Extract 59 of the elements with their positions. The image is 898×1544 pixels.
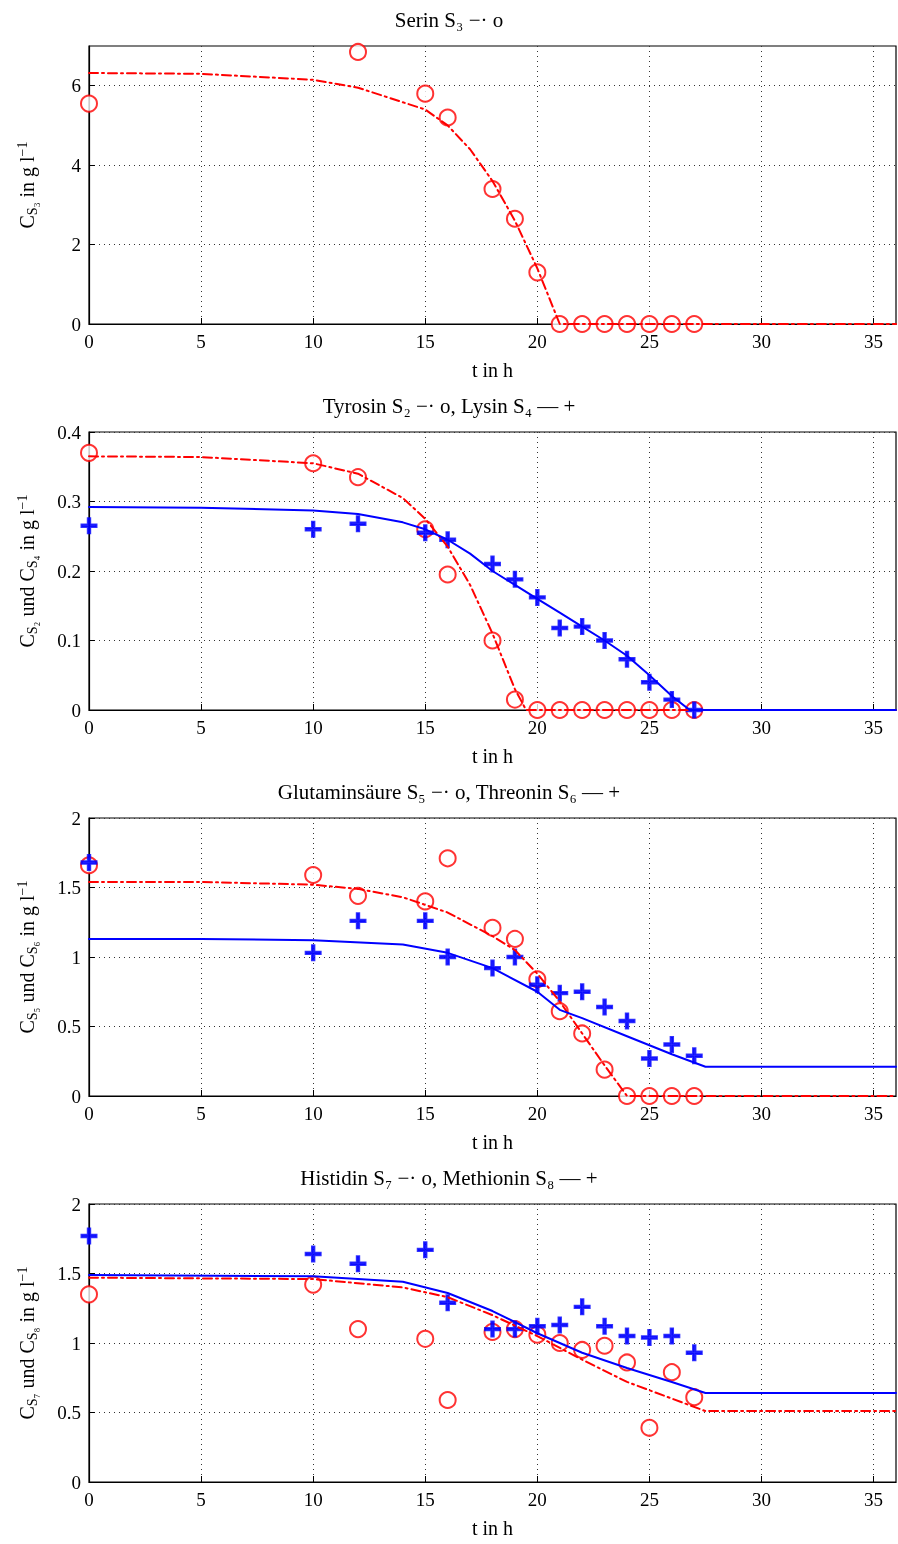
x-tick-label: 35	[864, 331, 884, 352]
y-tick-label: 0.3	[57, 491, 81, 512]
x-tick-label: 15	[415, 331, 435, 352]
y-tick-label: 0.5	[57, 1016, 81, 1037]
y-axis-title: CS₇ und CS₈ in g l−1	[14, 1266, 40, 1420]
x-tick-label: 35	[864, 1489, 884, 1510]
x-tick-label: 15	[415, 1489, 435, 1510]
y-tick-label: 0.2	[57, 560, 81, 582]
y-tick-label: 0	[71, 1471, 81, 1493]
x-tick-label: 35	[864, 717, 884, 738]
chart-title: Histidin S₇ −· o, Methionin S₈ — +	[300, 1165, 598, 1190]
x-tick-label: 25	[639, 1489, 659, 1510]
y-axis-title: CS₂ und CS₄ in g l−1	[14, 494, 40, 648]
y-tick-label: 0.5	[57, 1402, 81, 1423]
y-tick-label: 0.4	[57, 421, 82, 443]
x-tick-label: 30	[752, 1489, 771, 1510]
x-tick-label: 30	[752, 1103, 771, 1124]
chart-title: Tyrosin S₂ −· o, Lysin S₄ — +	[322, 393, 576, 418]
y-tick-label: 0.1	[57, 630, 81, 651]
chart-title: Serin S₃ −· o	[394, 7, 504, 32]
y-tick-label: 4	[71, 154, 82, 176]
x-tick-label: 5	[196, 1489, 206, 1510]
x-tick-label: 10	[303, 717, 323, 738]
y-axis-title: CS₃ in g l−1	[14, 141, 40, 229]
x-tick-label: 5	[196, 331, 206, 352]
x-tick-label: 20	[527, 331, 547, 352]
x-tick-label: 25	[639, 1103, 659, 1124]
y-tick-label: 0	[71, 313, 81, 335]
x-tick-label: 10	[303, 1489, 323, 1510]
y-tick-label: 6	[71, 75, 81, 97]
x-axis-title: t in h	[471, 1131, 514, 1153]
y-tick-label: 0	[71, 699, 81, 721]
x-tick-label: 25	[639, 331, 659, 352]
x-tick-label: 30	[752, 717, 771, 738]
x-tick-label: 30	[752, 331, 771, 352]
x-tick-label: 25	[639, 717, 659, 738]
x-tick-label: 5	[196, 717, 206, 738]
y-tick-label: 1	[71, 1332, 81, 1354]
y-axis-title: CS₅ und CS₆ in g l−1	[14, 880, 40, 1034]
x-tick-label: 10	[303, 331, 323, 352]
chart-title: Glutaminsäure S₅ −· o, Threonin S₆ — +	[277, 779, 621, 804]
x-tick-label: 20	[527, 717, 547, 738]
y-tick-label: 1	[71, 946, 81, 968]
y-tick-label: 1.5	[57, 877, 81, 898]
x-axis-title: t in h	[471, 745, 514, 767]
y-tick-label: 0	[71, 1085, 81, 1107]
x-tick-label: 15	[415, 1103, 435, 1124]
x-axis-title: t in h	[471, 1517, 514, 1539]
y-tick-label: 1.5	[57, 1263, 81, 1284]
x-axis-title: t in h	[471, 359, 514, 381]
y-tick-label: 2	[71, 807, 81, 829]
x-tick-label: 15	[415, 717, 435, 738]
x-tick-label: 5	[196, 1103, 206, 1124]
x-tick-label: 20	[527, 1103, 547, 1124]
x-tick-label: 35	[864, 1103, 884, 1124]
y-tick-label: 2	[71, 234, 81, 256]
x-tick-label: 20	[527, 1489, 547, 1510]
y-tick-label: 2	[71, 1193, 81, 1215]
x-tick-label: 10	[303, 1103, 323, 1124]
